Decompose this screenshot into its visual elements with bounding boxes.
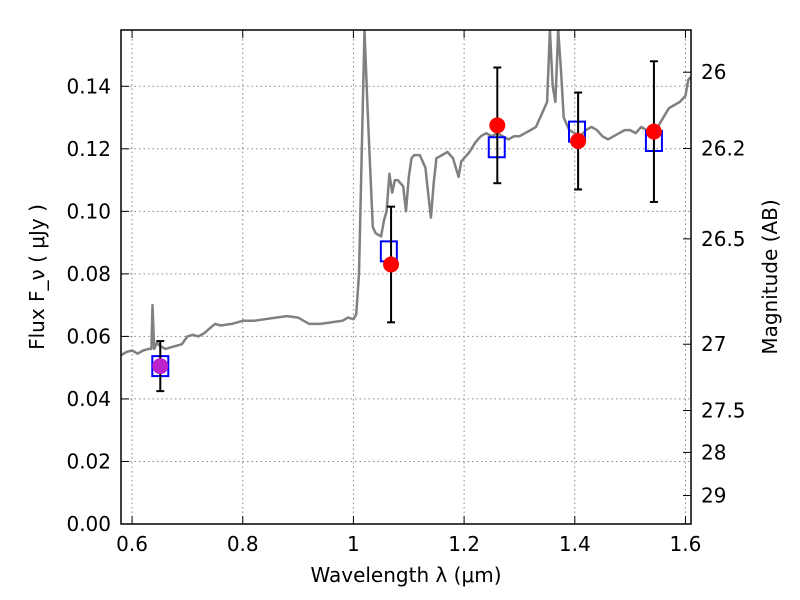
axes: 0.6 0.8 1 1.2 1.4 1.6 0.00 0.02 0.04 0.06 0.08 0.10…	[66, 30, 746, 556]
x-tick-label: 1.6	[670, 532, 702, 556]
mag-tick-label: 28	[701, 440, 726, 464]
mag-tick-label: 26.2	[701, 136, 746, 160]
y-tick-label: 0.10	[66, 199, 111, 223]
x-axis-label: Wavelength λ (μm)	[310, 563, 501, 587]
observed-point	[570, 132, 587, 149]
spectrum-line	[121, 30, 691, 357]
y-tick-label: 0.14	[66, 74, 111, 98]
gridlines	[121, 30, 691, 525]
y-tick-label: 0.06	[66, 324, 111, 348]
observed-point	[489, 117, 506, 134]
x-tick-label: 1.4	[559, 532, 591, 556]
observed-point	[152, 358, 169, 375]
y-tick-label: 0.00	[66, 512, 111, 536]
mag-tick-label: 29	[701, 484, 726, 508]
y-tick-label: 0.12	[66, 137, 111, 161]
observed-point	[645, 123, 662, 140]
plot-data	[121, 30, 691, 393]
y-axis-label-right: Magnitude (AB)	[758, 199, 782, 354]
x-tick-label: 1.2	[448, 532, 480, 556]
y-tick-label: 0.04	[66, 387, 111, 411]
x-tick-label: 0.6	[116, 532, 148, 556]
clipped-data	[121, 30, 691, 393]
plot-frame	[120, 29, 692, 525]
x-tick-label: 1	[347, 532, 360, 556]
observed-point	[383, 256, 400, 273]
mag-tick-label: 26	[701, 60, 726, 84]
y-tick-label: 0.08	[66, 262, 111, 286]
x-tick-label: 0.8	[227, 532, 259, 556]
y-tick-label: 0.02	[66, 449, 111, 473]
mag-tick-label: 27.5	[701, 399, 746, 423]
mag-tick-label: 26.5	[701, 227, 746, 251]
mag-tick-label: 27	[701, 332, 726, 356]
y-axis-label-left: Flux F_ν ( μJy )	[25, 204, 49, 350]
